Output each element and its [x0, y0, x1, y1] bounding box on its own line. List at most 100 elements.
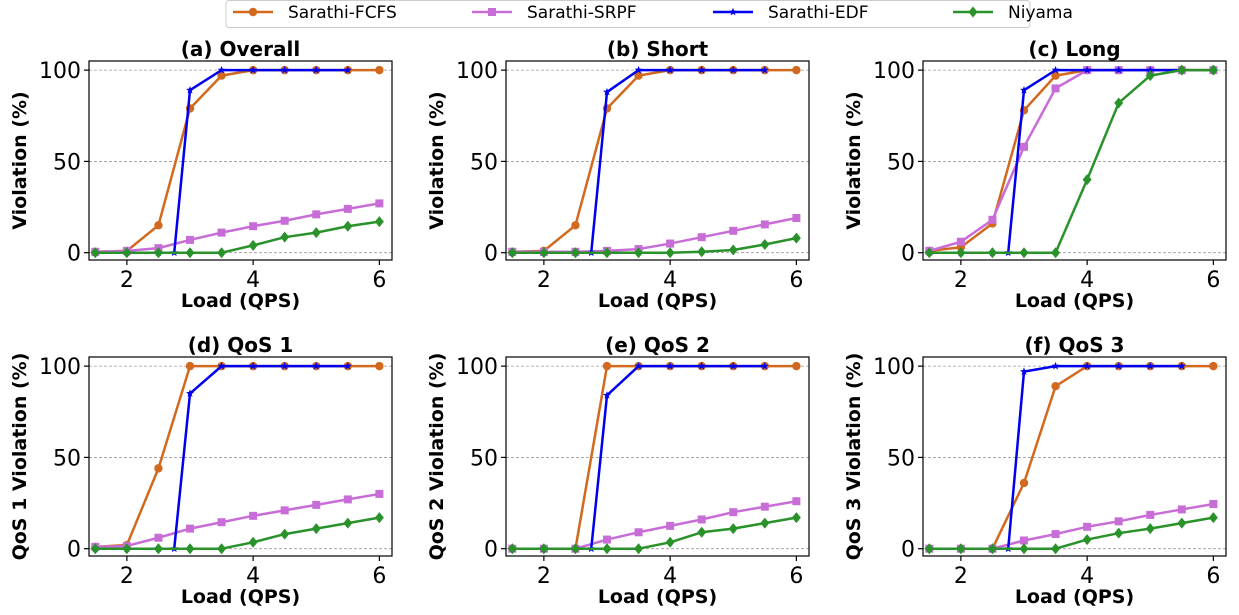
- data-point: [280, 65, 289, 74]
- data-point: [792, 497, 801, 506]
- data-point: [1051, 65, 1060, 74]
- y-tick-label: 100: [456, 355, 498, 380]
- x-tick-label: 6: [789, 564, 803, 589]
- x-tick-label: 6: [372, 268, 386, 293]
- data-point: [665, 536, 675, 548]
- legend-entry: Niyama: [953, 3, 1073, 23]
- legend: Sarathi-FCFS Sarathi-SRPF Sarathi-EDF Niyam…: [225, 0, 1073, 28]
- y-tick-label: 50: [887, 446, 915, 471]
- data-point: [1209, 499, 1218, 508]
- x-axis-label: Load (QPS): [181, 586, 300, 608]
- data-point: [729, 226, 738, 235]
- legend-frame: [225, 0, 1031, 28]
- data-point: [728, 244, 738, 256]
- data-point: [153, 543, 163, 555]
- plot-frame: [88, 60, 393, 261]
- data-point: [1177, 517, 1187, 529]
- data-point: [697, 526, 707, 538]
- chart-panel: 0 50 100 2 4 6 (f) QoS 3 Load (QPS) QoS 3 Violat…: [843, 333, 1227, 608]
- data-point: [634, 543, 644, 555]
- data-point: [792, 214, 801, 223]
- series-niyama: [507, 232, 801, 259]
- data-point: [570, 543, 580, 555]
- legend-marker: [729, 7, 737, 16]
- x-tick-label: 2: [537, 564, 551, 589]
- x-axis-label: Load (QPS): [598, 290, 717, 312]
- data-point: [1114, 97, 1124, 109]
- data-point: [697, 361, 706, 370]
- data-point: [343, 220, 353, 232]
- data-point: [375, 361, 384, 371]
- series-line: [95, 68, 380, 254]
- data-point: [728, 523, 738, 535]
- y-tick-label: 0: [901, 242, 915, 267]
- x-tick-label: 4: [663, 564, 677, 589]
- data-point: [760, 361, 769, 370]
- data-point: [249, 511, 258, 520]
- x-tick-label: 2: [120, 268, 134, 293]
- data-point: [154, 464, 163, 473]
- data-point: [312, 65, 321, 74]
- series-niyama: [924, 64, 1218, 259]
- data-point: [1208, 512, 1218, 524]
- data-point: [956, 247, 966, 259]
- data-point: [154, 221, 163, 230]
- legend-entry: Sarathi-FCFS: [233, 3, 397, 23]
- data-point: [666, 361, 675, 370]
- data-point: [249, 65, 258, 74]
- y-axis-label: Violation (%): [426, 91, 448, 229]
- data-point: [697, 515, 706, 524]
- data-point: [185, 361, 195, 371]
- series-sarathi-srpf: [508, 214, 801, 256]
- x-axis-label: Load (QPS): [181, 290, 300, 312]
- data-point: [603, 87, 611, 96]
- y-tick-label: 50: [53, 446, 81, 471]
- data-point: [791, 232, 801, 244]
- data-point: [217, 247, 227, 259]
- data-point: [729, 65, 738, 74]
- series-sarathi-fcfs: [925, 65, 1218, 256]
- data-point: [217, 361, 226, 370]
- data-point: [249, 361, 258, 370]
- data-point: [90, 247, 100, 259]
- data-point: [539, 247, 549, 259]
- x-tick-label: 6: [372, 564, 386, 589]
- series-line: [512, 68, 797, 254]
- data-point: [122, 247, 132, 259]
- y-tick-label: 100: [873, 59, 915, 84]
- chart-title: (d) QoS 1: [188, 333, 294, 357]
- legend-marker: [248, 7, 258, 17]
- data-point: [1019, 478, 1029, 488]
- data-point: [312, 361, 321, 370]
- data-point: [1146, 510, 1155, 519]
- plot-frame: [505, 356, 810, 557]
- y-axis-label: QoS 1 Violation (%): [9, 353, 31, 561]
- y-tick-label: 0: [484, 242, 498, 267]
- data-point: [343, 204, 352, 213]
- series-sarathi-fcfs: [91, 361, 384, 552]
- chart-title: (b) Short: [607, 37, 709, 61]
- data-point: [603, 535, 611, 544]
- y-tick-label: 0: [67, 538, 81, 563]
- plot-frame: [922, 356, 1227, 557]
- data-point: [760, 502, 769, 511]
- data-point: [186, 389, 194, 397]
- data-point: [602, 543, 612, 555]
- data-point: [666, 239, 675, 248]
- data-point: [666, 65, 675, 74]
- legend-entry: Sarathi-SRPF: [472, 3, 637, 23]
- y-axis-label: QoS 2 Violation (%): [426, 353, 448, 561]
- series-line: [95, 220, 380, 254]
- data-point: [1145, 523, 1155, 535]
- x-tick-label: 2: [954, 564, 968, 589]
- data-point: [666, 521, 675, 530]
- data-point: [634, 71, 643, 80]
- data-point: [343, 361, 352, 370]
- data-point: [1177, 505, 1186, 514]
- data-point: [1083, 522, 1092, 531]
- data-point: [217, 71, 226, 80]
- chart-title: (e) QoS 2: [605, 333, 710, 357]
- data-point: [1146, 361, 1155, 370]
- data-point: [571, 221, 580, 230]
- data-point: [697, 65, 706, 74]
